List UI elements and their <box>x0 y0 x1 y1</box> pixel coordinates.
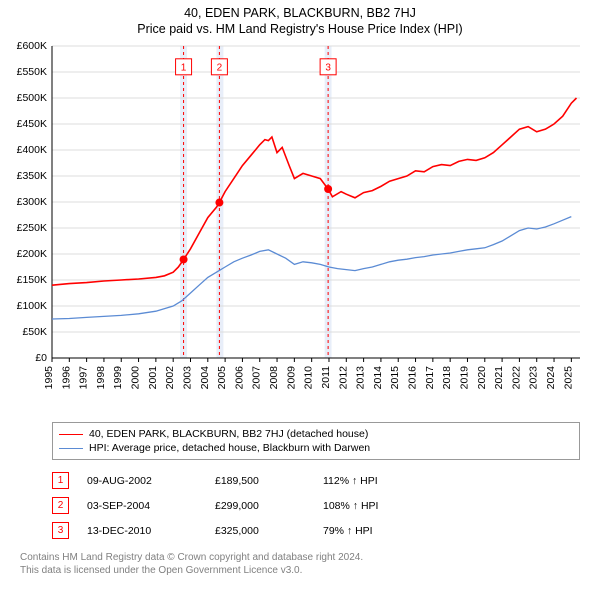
footer-attribution: Contains HM Land Registry data © Crown c… <box>20 551 580 577</box>
svg-text:£300K: £300K <box>17 196 47 208</box>
transaction-hpi: 108% ↑ HPI <box>323 500 443 512</box>
svg-text:2003: 2003 <box>181 366 193 390</box>
svg-text:£600K: £600K <box>17 42 47 52</box>
svg-text:1: 1 <box>181 62 187 73</box>
svg-text:£450K: £450K <box>17 118 47 130</box>
legend-row: 40, EDEN PARK, BLACKBURN, BB2 7HJ (detac… <box>59 427 573 441</box>
legend-swatch <box>59 448 83 449</box>
svg-text:2019: 2019 <box>458 366 470 390</box>
svg-text:£50K: £50K <box>22 326 47 338</box>
transaction-date: 03-SEP-2004 <box>87 500 197 512</box>
transaction-row: 3 13-DEC-2010 £325,000 79% ↑ HPI <box>52 518 580 543</box>
transactions-table: 1 09-AUG-2002 £189,500 112% ↑ HPI 2 03-SEP-20… <box>52 468 580 543</box>
transaction-row: 1 09-AUG-2002 £189,500 112% ↑ HPI <box>52 468 580 493</box>
svg-text:2024: 2024 <box>545 366 557 390</box>
svg-text:£200K: £200K <box>17 248 47 260</box>
svg-text:1997: 1997 <box>78 366 90 390</box>
svg-text:£0: £0 <box>35 352 47 364</box>
svg-text:2007: 2007 <box>251 366 263 390</box>
chart-area: £0 £50K £100K £150K £200K £250K £300K £350K £400… <box>10 42 590 416</box>
svg-text:1995: 1995 <box>43 366 55 390</box>
legend-box: 40, EDEN PARK, BLACKBURN, BB2 7HJ (detac… <box>52 422 580 460</box>
svg-text:2012: 2012 <box>337 366 349 390</box>
svg-text:2011: 2011 <box>320 366 332 389</box>
svg-text:2014: 2014 <box>372 366 384 390</box>
legend-swatch <box>59 434 83 435</box>
transaction-marker: 2 <box>52 497 69 514</box>
svg-text:£500K: £500K <box>17 92 47 104</box>
svg-text:2006: 2006 <box>233 366 245 390</box>
svg-text:1996: 1996 <box>60 366 72 390</box>
transaction-price: £299,000 <box>215 500 305 512</box>
transaction-hpi: 79% ↑ HPI <box>323 525 443 537</box>
svg-text:1999: 1999 <box>112 366 124 390</box>
svg-text:2013: 2013 <box>355 366 367 390</box>
transaction-hpi: 112% ↑ HPI <box>323 475 443 487</box>
svg-text:2009: 2009 <box>285 366 297 390</box>
svg-text:£100K: £100K <box>17 300 47 312</box>
svg-text:2005: 2005 <box>216 366 228 390</box>
svg-text:2017: 2017 <box>424 366 436 390</box>
legend-label: 40, EDEN PARK, BLACKBURN, BB2 7HJ (detac… <box>89 428 368 440</box>
legend-row: HPI: Average price, detached house, Blac… <box>59 441 573 455</box>
chart-subtitle: Price paid vs. HM Land Registry's House … <box>10 22 590 36</box>
transaction-marker: 1 <box>52 472 69 489</box>
svg-text:2021: 2021 <box>493 366 505 390</box>
svg-text:2004: 2004 <box>199 366 211 390</box>
chart-title: 40, EDEN PARK, BLACKBURN, BB2 7HJ <box>10 6 590 20</box>
svg-text:2002: 2002 <box>164 366 176 390</box>
svg-text:3: 3 <box>325 62 331 73</box>
transaction-date: 13-DEC-2010 <box>87 525 197 537</box>
svg-text:£350K: £350K <box>17 170 47 182</box>
svg-text:2018: 2018 <box>441 366 453 390</box>
transaction-marker: 3 <box>52 522 69 539</box>
svg-text:£250K: £250K <box>17 222 47 234</box>
transaction-row: 2 03-SEP-2004 £299,000 108% ↑ HPI <box>52 493 580 518</box>
legend-label: HPI: Average price, detached house, Blac… <box>89 442 370 454</box>
transaction-price: £325,000 <box>215 525 305 537</box>
transaction-date: 09-AUG-2002 <box>87 475 197 487</box>
svg-text:2016: 2016 <box>407 366 419 390</box>
svg-text:2: 2 <box>217 62 223 73</box>
transaction-price: £189,500 <box>215 475 305 487</box>
svg-text:2008: 2008 <box>268 366 280 390</box>
svg-text:1998: 1998 <box>95 366 107 390</box>
svg-text:£150K: £150K <box>17 274 47 286</box>
chart-svg: £0 £50K £100K £150K £200K £250K £300K £350K £400… <box>10 42 590 416</box>
svg-text:2000: 2000 <box>130 366 142 390</box>
svg-text:2015: 2015 <box>389 366 401 390</box>
svg-text:2025: 2025 <box>562 366 574 390</box>
svg-text:2023: 2023 <box>528 366 540 390</box>
svg-text:£400K: £400K <box>17 144 47 156</box>
svg-text:2010: 2010 <box>303 366 315 390</box>
footer-line-2: This data is licensed under the Open Gov… <box>20 564 580 577</box>
svg-text:2001: 2001 <box>147 366 159 390</box>
svg-text:£550K: £550K <box>17 66 47 78</box>
svg-text:2022: 2022 <box>510 366 522 390</box>
footer-line-1: Contains HM Land Registry data © Crown c… <box>20 551 580 564</box>
svg-text:2020: 2020 <box>476 366 488 390</box>
